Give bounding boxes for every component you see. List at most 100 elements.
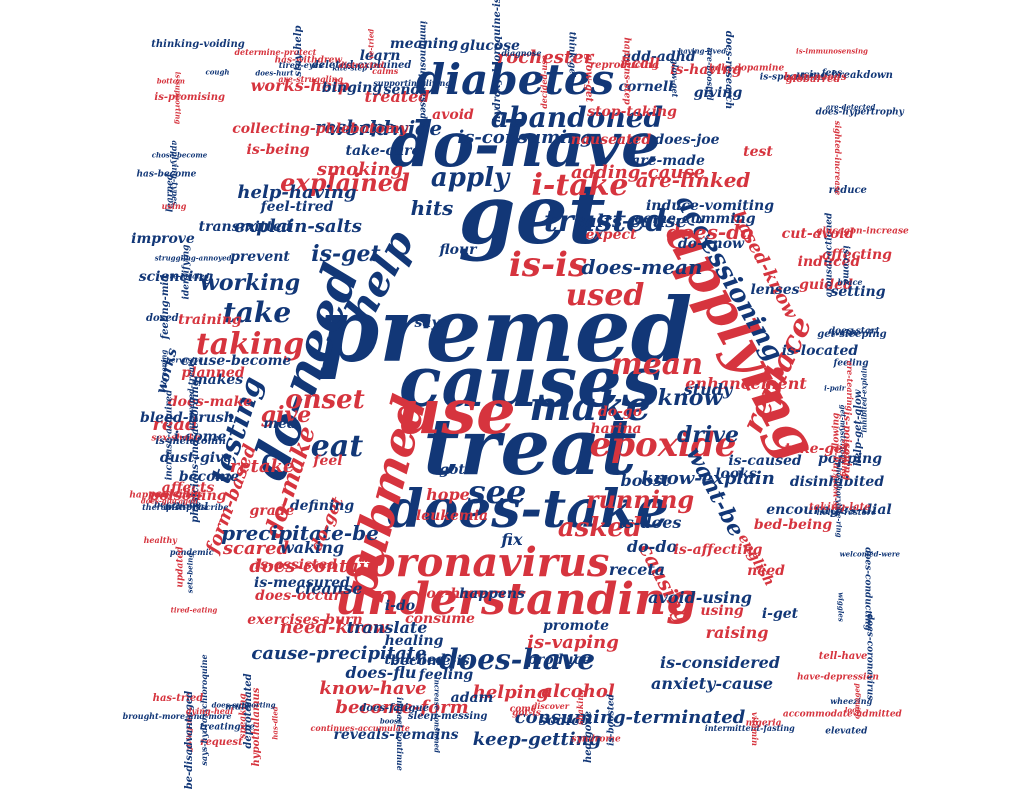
word-sleep-messing: sleep-messing: [407, 711, 488, 723]
word-does-glucagon: does-glucagon: [140, 496, 198, 506]
word-cloud: premed causes get do-have treat use does-take a…: [123, 0, 909, 789]
word-running: running: [585, 485, 695, 514]
word-fees: fees: [821, 68, 843, 79]
word-encourages-dial: encourages-dial: [766, 502, 892, 518]
word-causes: causes: [398, 340, 662, 423]
word-kite-step: kite-step: [332, 63, 367, 73]
word-expect: expect: [585, 227, 637, 243]
word-need-know: need-know: [279, 617, 389, 638]
word-nauseated: nauseated: [570, 132, 652, 148]
word-onset: onset: [285, 385, 365, 415]
word-need: need: [747, 563, 785, 579]
word-intermittent-fasting: intermittent-fasting: [704, 722, 795, 733]
word-makes: makes: [192, 372, 244, 388]
word-mule: mule: [225, 702, 251, 713]
word-eat: eat: [310, 429, 364, 464]
word-rochester: rochester: [496, 47, 594, 68]
word-binging: binging: [321, 80, 383, 96]
word-consuming-terminated: consuming-terminated: [514, 707, 746, 728]
word-test: test: [743, 144, 773, 160]
word-has-become: has-become: [136, 169, 197, 180]
word-anxiety-cause: anxiety-cause: [650, 674, 774, 693]
word-enhancement: enhancement: [685, 374, 807, 393]
word-having-lived: having-lived: [678, 46, 727, 56]
word-taking-late: taking-late: [809, 501, 871, 513]
word-lenses: lenses: [750, 282, 800, 298]
word-mean: mean: [610, 347, 704, 382]
word-glow-get: glow-get: [670, 58, 681, 98]
word-stop-taking: stop-taking: [587, 104, 677, 120]
word-do-go: do-go: [597, 404, 643, 420]
word-flour: flour: [439, 242, 477, 258]
word-panicillin: panicillin: [148, 488, 202, 500]
word-does-start: does-start: [828, 326, 880, 337]
word-think-get: think-get: [566, 32, 577, 79]
word-tired-eating: tired-eating: [170, 605, 218, 615]
word-i-come: i-come: [173, 429, 227, 445]
word-screening: screening: [159, 350, 169, 389]
word-asked: asked: [557, 513, 643, 543]
word-have-needs: have-needs: [783, 71, 847, 83]
word-happens-takes: happens-takes: [129, 490, 203, 501]
word-induce-vomiting: induce-vomiting: [645, 198, 775, 214]
word-give: give: [260, 402, 312, 428]
word-produce: produce: [527, 652, 591, 668]
word-hed-gone: hed-gone: [583, 710, 595, 763]
word-hydroxychloroquine-is: hydroxychloroquine-is: [492, 0, 504, 123]
word-cough: cough: [205, 67, 230, 77]
word-treat: treat: [423, 402, 637, 493]
word-using: using: [161, 201, 187, 212]
word-does-contain: does-contain: [249, 556, 379, 577]
word-increase-acquired: increase-acquired: [164, 389, 175, 481]
word-english: english: [734, 531, 778, 589]
word-are-detected: are-detected: [825, 102, 876, 112]
word-helping: helping: [472, 682, 550, 703]
word-reveals-remains: reveals-remains: [333, 727, 459, 743]
word-immunosuppressed: immunosuppressed: [417, 20, 428, 120]
word-bed-being: bed-being: [753, 517, 833, 533]
word-explain-salts: explain-salts: [234, 216, 362, 237]
word-chose-become: chose-become: [151, 150, 208, 160]
word-increase-consumed: increase-consumed: [432, 676, 442, 753]
word-works-help: works-help: [250, 76, 350, 95]
word-used: used: [565, 278, 645, 313]
word-cornell: cornell: [618, 79, 674, 95]
word-does-do: does-do: [666, 220, 754, 244]
word-is-is: is-is: [508, 245, 588, 285]
word-come: come: [509, 704, 537, 715]
word-know-have: know-have: [319, 678, 427, 699]
word-healthy: healthy: [143, 535, 177, 546]
word-impact-continue: impact-continue: [395, 697, 406, 772]
word-fix: fix: [501, 530, 523, 549]
word-is-caused: is-caused: [728, 453, 802, 469]
word-prevent: prevent: [230, 249, 290, 265]
word-i-take: i-take: [531, 168, 629, 203]
word-guided: guided: [799, 277, 853, 293]
word-apply: apply: [430, 163, 510, 193]
word-trusted: trusted: [543, 204, 667, 239]
word-cause-become: cause-become: [180, 353, 292, 369]
word-add-adhd: add-adhd: [622, 49, 696, 65]
word-are-struggling: are-struggling: [278, 73, 344, 84]
word-planned: planned: [181, 365, 245, 381]
word-sodico: sodico: [538, 713, 590, 729]
word-leukemia: leukemia: [415, 508, 489, 524]
word-help-having: help-having: [237, 182, 357, 203]
word-is-get: is-get: [311, 241, 381, 267]
word-glow-get: glow-get: [582, 53, 594, 103]
word-do-do: do-do: [626, 537, 678, 556]
word-drive: drive: [676, 422, 740, 448]
word-reshape: reshape: [315, 117, 395, 138]
word-has-withdrew: has-withdrew: [274, 55, 343, 66]
word-avoid-using: avoid-using: [648, 588, 752, 607]
word-treating-re: treating-re: [199, 722, 255, 733]
word-precipitate-be: precipitate-be: [221, 521, 379, 545]
word-is-boosted: is-boosted: [606, 694, 617, 746]
word-supporting-living: supporting-living: [373, 77, 451, 88]
word-know: know: [657, 385, 723, 411]
word-tell-have: tell-have: [818, 651, 868, 663]
word-distracted: distracted: [338, 60, 384, 71]
word-therapist-prescribe: therapist-prescribe: [142, 501, 229, 512]
word-glucose: glucose: [460, 38, 520, 54]
word-cause-precipitate: cause-precipitate: [251, 643, 427, 664]
